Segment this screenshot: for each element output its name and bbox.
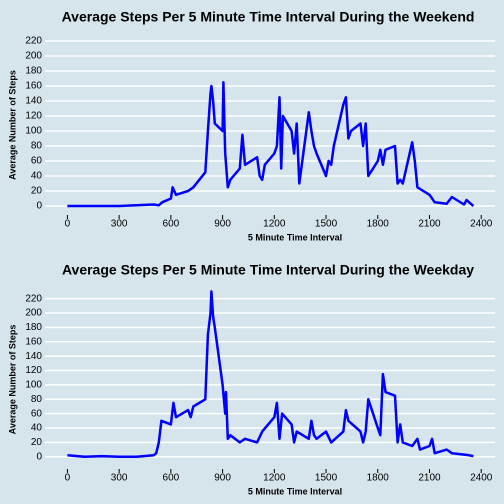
y-tick-label: 20 [31,186,43,197]
x-tick-label: 1500 [315,219,338,230]
x-tick-label: 900 [214,219,231,230]
x-axis-label: 5 Minute Time Interval [248,486,342,496]
y-tick-label: 160 [25,336,42,347]
y-tick-label: 220 [25,36,42,47]
x-tick-label: 2400 [470,219,493,230]
y-tick-label: 120 [25,111,42,122]
x-tick-label: 2400 [470,473,493,484]
y-tick-label: 20 [31,437,43,448]
y-tick-label: 120 [25,365,42,376]
y-tick-label: 60 [31,156,43,167]
x-tick-label: 900 [214,473,231,484]
data-line [67,290,474,459]
chart-title: Average Steps Per 5 Minute Time Interval… [62,262,474,278]
y-tick-label: 160 [25,81,42,92]
x-tick-label: 0 [65,219,71,230]
y-tick-label: 80 [31,141,43,152]
x-tick-label: 1200 [263,473,286,484]
y-tick-label: 40 [31,423,43,434]
y-axis-label: Average Number of Steps [7,70,17,180]
x-tick-label: 0 [65,473,71,484]
x-tick-label: 300 [111,473,128,484]
y-tick-label: 60 [31,408,43,419]
x-axis-label: 5 Minute Time Interval [248,232,342,242]
x-tick-label: 1200 [263,219,286,230]
y-tick-label: 200 [25,51,42,62]
y-tick-label: 0 [36,201,42,212]
y-tick-label: 100 [25,380,42,391]
y-tick-label: 140 [25,351,42,362]
chart-title: Average Steps Per 5 Minute Time Interval… [62,9,475,25]
x-tick-label: 2100 [418,473,441,484]
x-tick-label: 1800 [367,473,390,484]
y-tick-label: 180 [25,322,42,333]
data-line [67,81,475,208]
x-tick-label: 600 [163,219,180,230]
y-tick-label: 100 [25,126,42,137]
y-tick-label: 0 [36,451,42,462]
x-tick-label: 1500 [315,473,338,484]
y-tick-label: 180 [25,66,42,77]
x-tick-label: 2100 [418,219,441,230]
y-axis-label: Average Number of Steps [7,325,17,435]
y-tick-label: 40 [31,171,43,182]
y-tick-label: 200 [25,308,42,319]
y-tick-label: 140 [25,96,42,107]
x-tick-label: 1800 [367,219,390,230]
x-tick-label: 600 [163,473,180,484]
y-tick-label: 80 [31,394,43,405]
x-tick-label: 300 [111,219,128,230]
y-tick-label: 220 [25,293,42,304]
